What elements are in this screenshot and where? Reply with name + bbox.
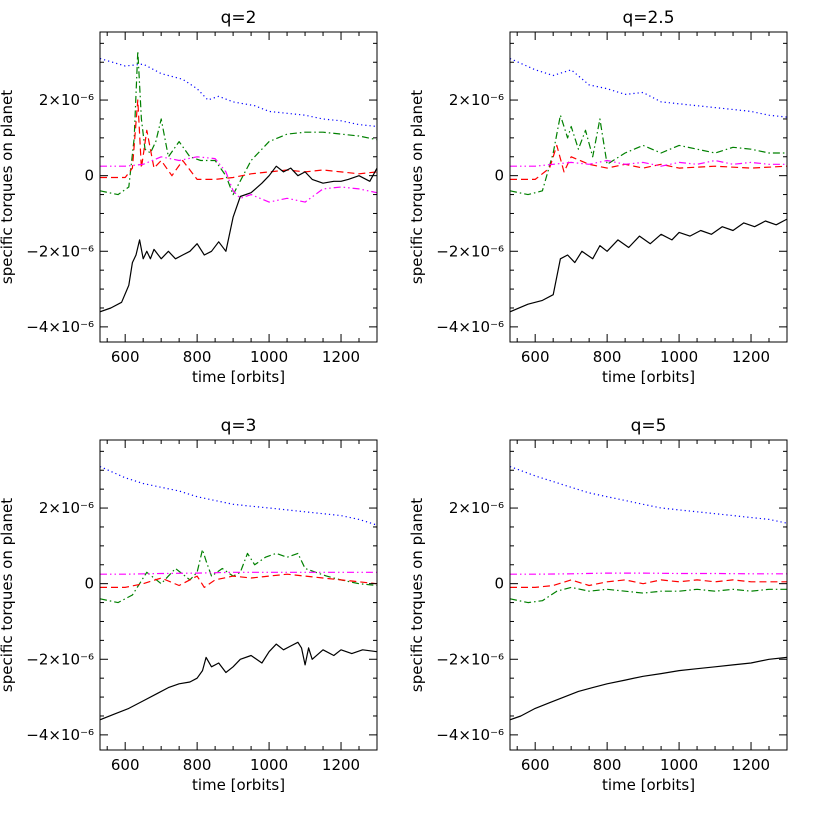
series-line-0 [100,465,377,526]
chart-title: q=2 [221,8,257,28]
chart-title: q=3 [221,416,257,436]
series-line-4 [100,641,377,721]
x-tick-label: 600 [111,756,140,774]
series-line-3 [100,156,377,203]
series-line-4 [510,218,787,313]
x-tick-label: 1000 [660,348,698,366]
x-tick-label: 800 [593,348,622,366]
x-axis-label: time [orbits] [602,776,695,794]
y-tick-label: −2×10⁻⁶ [26,242,94,260]
x-tick-label: 1000 [250,348,288,366]
plot-frame [509,31,788,343]
x-tick-label: 600 [521,756,550,774]
series-line-3 [510,572,787,575]
series-line-2 [100,99,377,180]
x-tick-label: 600 [521,348,550,366]
series-line-2 [510,144,787,180]
y-axis-label: specific torques on planet [408,498,426,692]
y-axis-label: specific torques on planet [0,90,16,284]
series-line-2 [100,573,377,588]
x-axis-label: time [orbits] [192,368,285,386]
x-axis-label: time [orbits] [602,368,695,386]
chart-title: q=5 [631,416,667,436]
series-line-4 [100,165,377,313]
y-tick-label: 2×10⁻⁶ [39,91,94,109]
y-tick-label: 2×10⁻⁶ [449,91,504,109]
y-tick-label: −4×10⁻⁶ [436,726,504,744]
y-tick-label: −2×10⁻⁶ [436,650,504,668]
panel-q-3: 600 800 1000 1200 −4×10⁻⁶ −2×10⁻⁶ 0 2×10⁻⁶ q=3 ti… [0,416,378,794]
series-group [510,57,787,313]
series-line-3 [510,159,787,167]
series-line-0 [100,57,377,128]
series-group [510,465,787,721]
y-tick-label: 0 [494,167,504,185]
plot-frame [99,439,378,751]
plot-frame [509,439,788,751]
x-tick-label: 600 [111,348,140,366]
x-tick-label: 1200 [732,756,770,774]
series-line-4 [510,656,787,721]
x-axis-label: time [orbits] [192,776,285,794]
y-axis-label: specific torques on planet [0,498,16,692]
x-tick-label: 800 [183,756,212,774]
panel-q-2-5: 600 800 1000 1200 −4×10⁻⁶ −2×10⁻⁶ 0 2×10⁻⁶ q=2.5… [408,8,788,386]
series-line-2 [510,579,787,588]
x-tick-label: 1000 [660,756,698,774]
series-line-0 [510,57,787,118]
x-tick-label: 1200 [732,348,770,366]
y-tick-label: −4×10⁻⁶ [26,318,94,336]
x-tick-label: 800 [593,756,622,774]
panel-q-2: 600 800 1000 1200 −4×10⁻⁶ −2×10⁻⁶ 0 2×10⁻⁶ q=2 ti… [0,8,378,386]
chart-title: q=2.5 [622,8,674,28]
series-line-3 [100,571,377,575]
x-tick-label: 800 [183,348,212,366]
y-tick-label: −2×10⁻⁶ [436,242,504,260]
y-tick-label: −4×10⁻⁶ [26,726,94,744]
y-tick-label: 2×10⁻⁶ [449,499,504,517]
y-tick-label: 0 [494,575,504,593]
series-line-1 [100,50,377,196]
y-tick-label: 0 [84,575,94,593]
series-group [100,465,377,721]
series-line-1 [510,586,787,604]
x-tick-label: 1000 [250,756,288,774]
panel-q-5: 600 800 1000 1200 −4×10⁻⁶ −2×10⁻⁶ 0 2×10⁻⁶ q=5 ti… [408,416,788,794]
series-group [100,50,377,313]
series-line-1 [100,549,377,604]
y-axis-label: specific torques on planet [408,90,426,284]
plot-frame [99,31,378,343]
y-tick-label: −4×10⁻⁶ [436,318,504,336]
series-line-1 [510,114,787,196]
series-line-0 [510,465,787,524]
x-tick-label: 1200 [322,756,360,774]
y-tick-label: 0 [84,167,94,185]
x-tick-label: 1200 [322,348,360,366]
y-tick-label: 2×10⁻⁶ [39,499,94,517]
y-tick-label: −2×10⁻⁶ [26,650,94,668]
